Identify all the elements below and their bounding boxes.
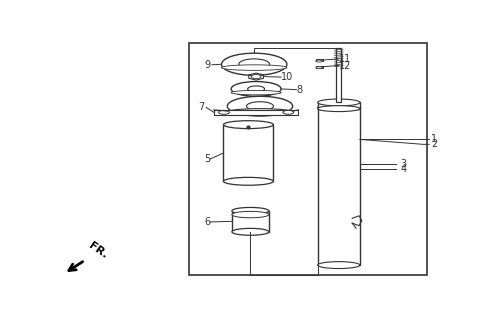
Text: 5: 5 [204,154,210,164]
Text: 9: 9 [204,60,210,70]
Ellipse shape [315,67,322,69]
Bar [223,124,273,181]
Ellipse shape [232,228,269,235]
Bar [214,110,299,115]
Text: 1: 1 [431,134,437,144]
Ellipse shape [283,110,294,114]
Ellipse shape [248,86,264,92]
Ellipse shape [317,262,360,268]
Text: 2: 2 [431,139,437,149]
Ellipse shape [227,108,293,116]
Text: 6: 6 [204,217,210,227]
Bar [317,102,360,108]
Ellipse shape [317,99,360,106]
Text: 12: 12 [339,60,351,70]
Text: 3: 3 [400,159,406,169]
Ellipse shape [232,207,269,214]
Ellipse shape [239,59,270,70]
Ellipse shape [231,82,281,96]
Bar [336,48,341,102]
Bar [316,59,322,61]
Ellipse shape [219,110,229,114]
Ellipse shape [247,102,273,111]
Text: 7: 7 [198,102,205,112]
Bar [232,211,269,232]
Ellipse shape [223,121,273,129]
Text: 8: 8 [297,85,303,95]
Ellipse shape [223,177,273,185]
Ellipse shape [222,53,287,75]
Ellipse shape [227,96,293,116]
Ellipse shape [222,65,287,70]
Text: 10: 10 [281,72,293,82]
Bar [316,66,322,68]
Ellipse shape [231,90,281,95]
Ellipse shape [251,75,261,79]
Ellipse shape [317,104,360,111]
Ellipse shape [315,60,322,62]
Ellipse shape [317,106,360,112]
Text: 11: 11 [339,54,351,64]
Text: 4: 4 [400,164,406,174]
Text: FR.: FR. [87,240,110,260]
Bar [189,43,427,275]
Ellipse shape [232,212,269,218]
Bar [317,108,360,265]
